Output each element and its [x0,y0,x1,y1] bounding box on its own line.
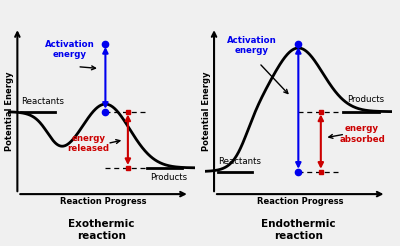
Text: Activation
energy: Activation energy [45,40,95,59]
Text: Products: Products [347,95,384,104]
Text: Reaction Progress: Reaction Progress [60,197,147,206]
Text: Potential Energy: Potential Energy [5,72,14,151]
Text: Reactants: Reactants [218,157,261,166]
Text: Exothermic
reaction: Exothermic reaction [68,219,135,241]
Text: energy
released: energy released [68,134,110,153]
Text: energy
absorbed: energy absorbed [339,124,385,144]
Text: Endothermic
reaction: Endothermic reaction [261,219,336,241]
Text: Potential Energy: Potential Energy [202,72,211,151]
Text: Reactants: Reactants [21,97,64,106]
Text: Activation
energy: Activation energy [227,36,276,55]
Text: Products: Products [150,173,188,183]
Text: Reaction Progress: Reaction Progress [257,197,344,206]
